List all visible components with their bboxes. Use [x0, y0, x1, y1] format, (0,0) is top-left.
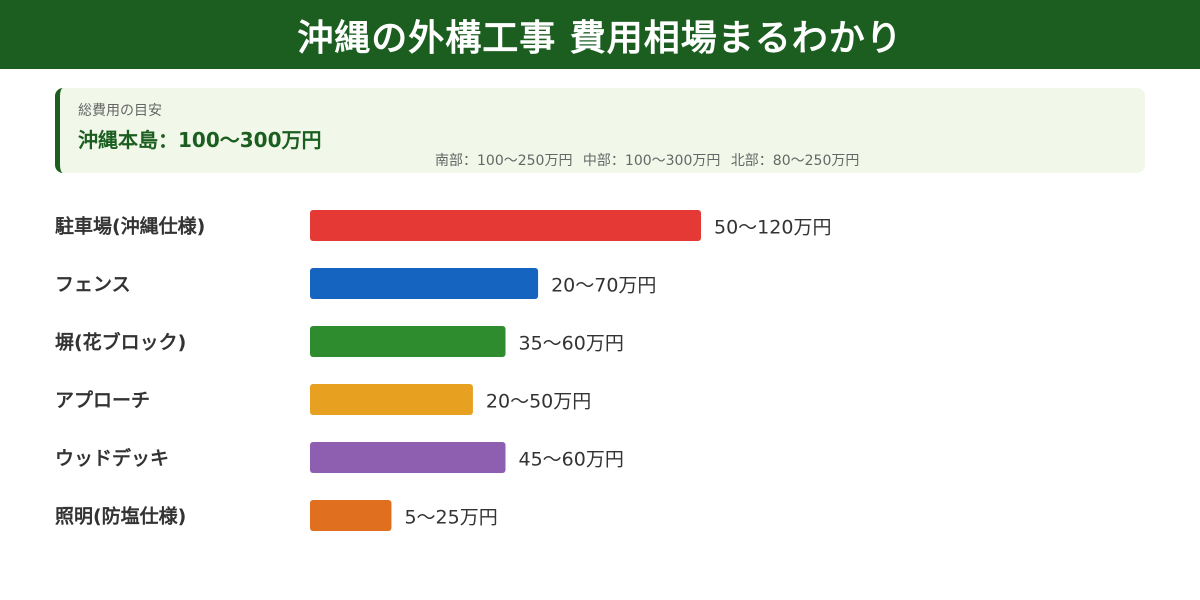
total-cost-summary: 総費用の目安 沖縄本島：100〜300万円 南部：100〜250万円 中部：10…	[55, 88, 1145, 173]
region-central: 中部：100〜300万円	[582, 153, 721, 169]
bar	[310, 442, 506, 473]
summary-label: 総費用の目安	[78, 103, 162, 119]
category-label: フェンス	[55, 274, 131, 296]
summary-regions: 南部：100〜250万円 中部：100〜300万円 北部：80〜250万円	[435, 150, 865, 170]
bar	[310, 210, 701, 241]
value-label: 5〜25万円	[404, 507, 497, 529]
category-label: 駐車場(沖縄仕様)	[55, 215, 205, 238]
region-north: 北部：80〜250万円	[730, 153, 860, 169]
value-label: 50〜120万円	[714, 217, 831, 239]
category-label: 塀(花ブロック)	[55, 331, 186, 354]
bar	[310, 268, 539, 299]
summary-main-value: 沖縄本島：100〜300万円	[78, 128, 322, 152]
region-south: 南部：100〜250万円	[435, 153, 573, 169]
header-bar: 沖縄の外構工事 費用相場まるわかり	[0, 0, 1200, 69]
value-label: 20〜50万円	[486, 391, 591, 413]
category-label: 照明(防塩仕様)	[55, 505, 186, 528]
category-label: アプローチ	[55, 389, 150, 412]
value-label: 45〜60万円	[519, 449, 624, 471]
bar	[310, 384, 473, 415]
bar	[310, 326, 506, 357]
category-label: ウッドデッキ	[55, 447, 169, 470]
page-title: 沖縄の外構工事 費用相場まるわかり	[297, 17, 903, 59]
bar	[310, 500, 392, 531]
value-label: 35〜60万円	[519, 333, 624, 355]
value-label: 20〜70万円	[551, 275, 656, 297]
